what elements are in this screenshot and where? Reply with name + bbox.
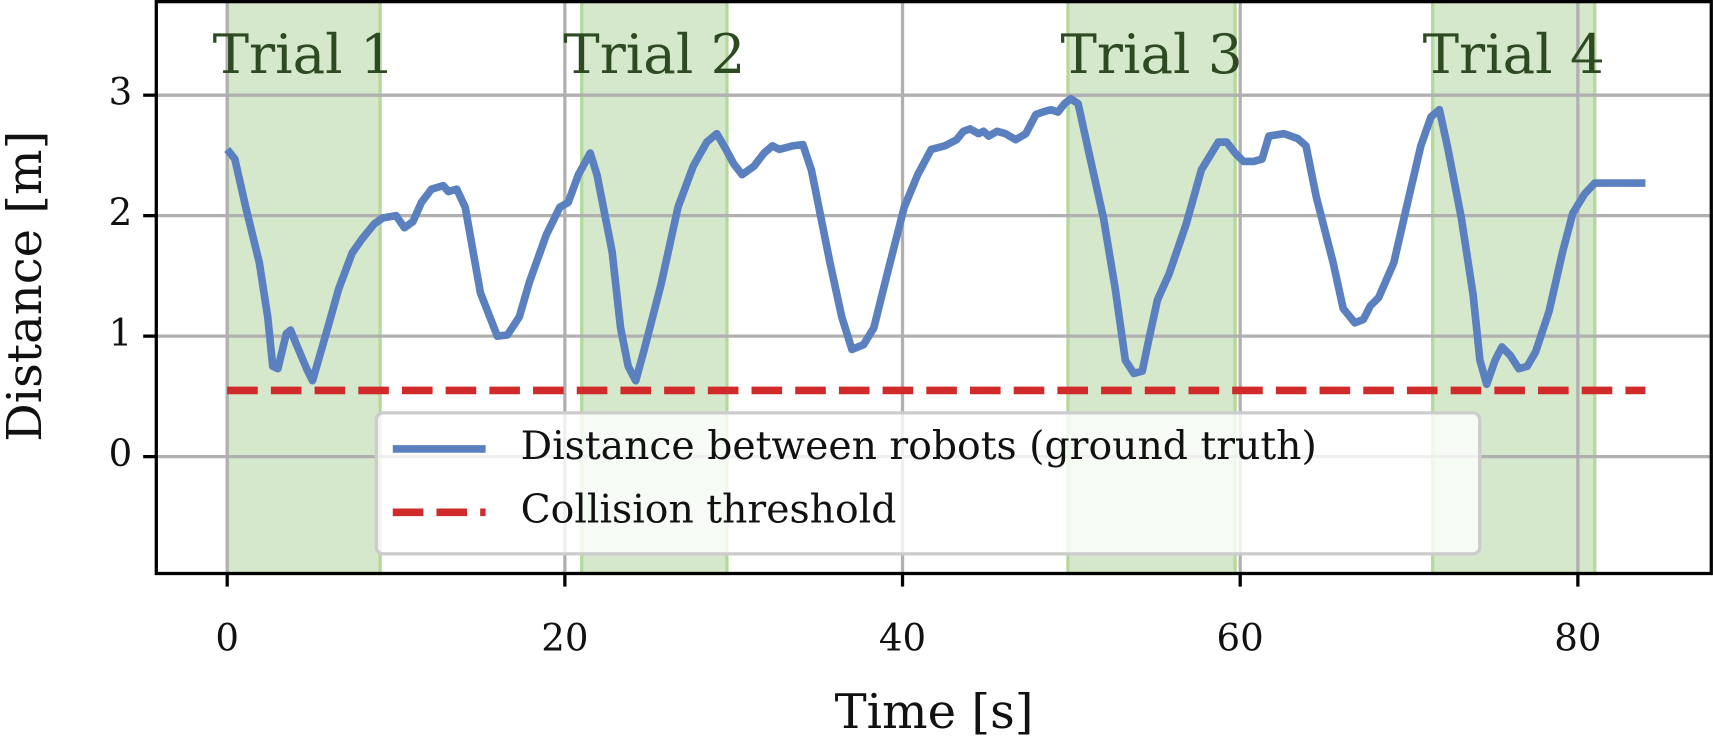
x-tick-label: 20	[541, 617, 588, 660]
y-tick-label: 0	[109, 432, 133, 475]
trial-label: Trial 2	[563, 22, 745, 86]
y-axis-label: Distance [m]	[0, 131, 53, 442]
x-tick-label: 60	[1217, 617, 1264, 660]
trial-region	[225, 0, 382, 576]
legend	[374, 411, 1482, 556]
legend-label: Collision threshold	[521, 487, 897, 532]
y-tick-label: 1	[109, 312, 133, 355]
trial-label: Trial 3	[1060, 22, 1242, 86]
x-tick-label: 40	[879, 617, 926, 660]
trial-label: Trial 1	[213, 22, 395, 86]
y-tick-label: 2	[109, 191, 133, 234]
x-axis-label: Time [s]	[835, 684, 1034, 740]
x-tick-label: 0	[215, 617, 239, 660]
y-tick-label: 3	[109, 71, 133, 114]
trial-label: Trial 4	[1423, 22, 1605, 86]
legend-label: Distance between robots (ground truth)	[521, 424, 1317, 469]
x-tick-label: 80	[1554, 617, 1601, 660]
series-line	[224, 94, 1646, 389]
plot-frame	[154, 0, 1713, 576]
